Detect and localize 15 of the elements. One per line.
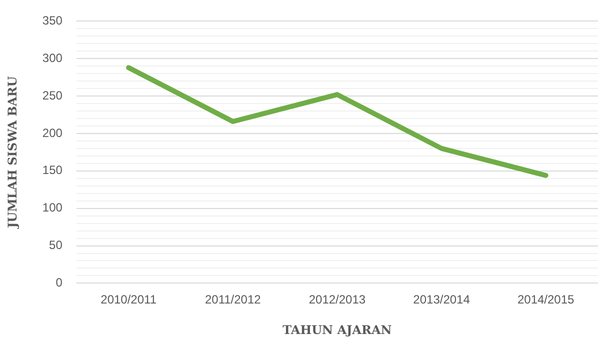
y-tick-label: 300 [42, 50, 63, 65]
y-tick-label: 150 [42, 163, 63, 178]
y-tick-label: 250 [42, 88, 63, 102]
y-tick-label: 50 [49, 238, 63, 252]
y-tick-label: 100 [42, 200, 63, 215]
x-axis-title: TAHUN AJARAN [282, 322, 392, 337]
y-tick-label: 350 [42, 14, 63, 28]
y-tick-label: 0 [56, 276, 63, 290]
x-tick-label: 2014/2015 [517, 292, 575, 307]
x-tick-label: 2011/2012 [204, 292, 262, 307]
x-tick-label: 2013/2014 [413, 292, 470, 307]
y-tick-label: 200 [42, 126, 63, 140]
x-tick-label: 2010/2011 [100, 292, 157, 307]
y-axis-title: JUMLAH SISWA BARU [5, 76, 20, 230]
x-tick-label: 2012/2013 [308, 292, 366, 307]
